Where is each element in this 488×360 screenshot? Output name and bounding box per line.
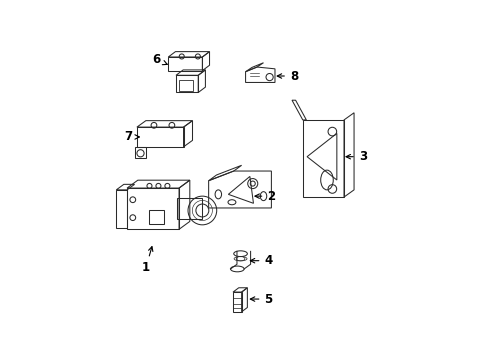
Text: 1: 1 [142, 247, 153, 274]
Bar [116, 190, 127, 228]
Text: 4: 4 [250, 254, 272, 267]
Bar [135, 147, 145, 158]
Text: 8: 8 [277, 69, 298, 82]
Bar [137, 127, 183, 147]
Text: 2: 2 [254, 190, 275, 203]
Text: 7: 7 [123, 130, 139, 144]
Bar [302, 120, 344, 197]
Bar [177, 198, 202, 220]
Bar [127, 188, 179, 229]
Text: 5: 5 [250, 293, 272, 306]
Bar [149, 210, 163, 224]
Bar [176, 75, 198, 93]
Bar [179, 80, 193, 91]
Bar [168, 57, 202, 71]
Text: 3: 3 [346, 150, 366, 163]
Text: 6: 6 [152, 53, 167, 66]
Bar [233, 292, 241, 312]
